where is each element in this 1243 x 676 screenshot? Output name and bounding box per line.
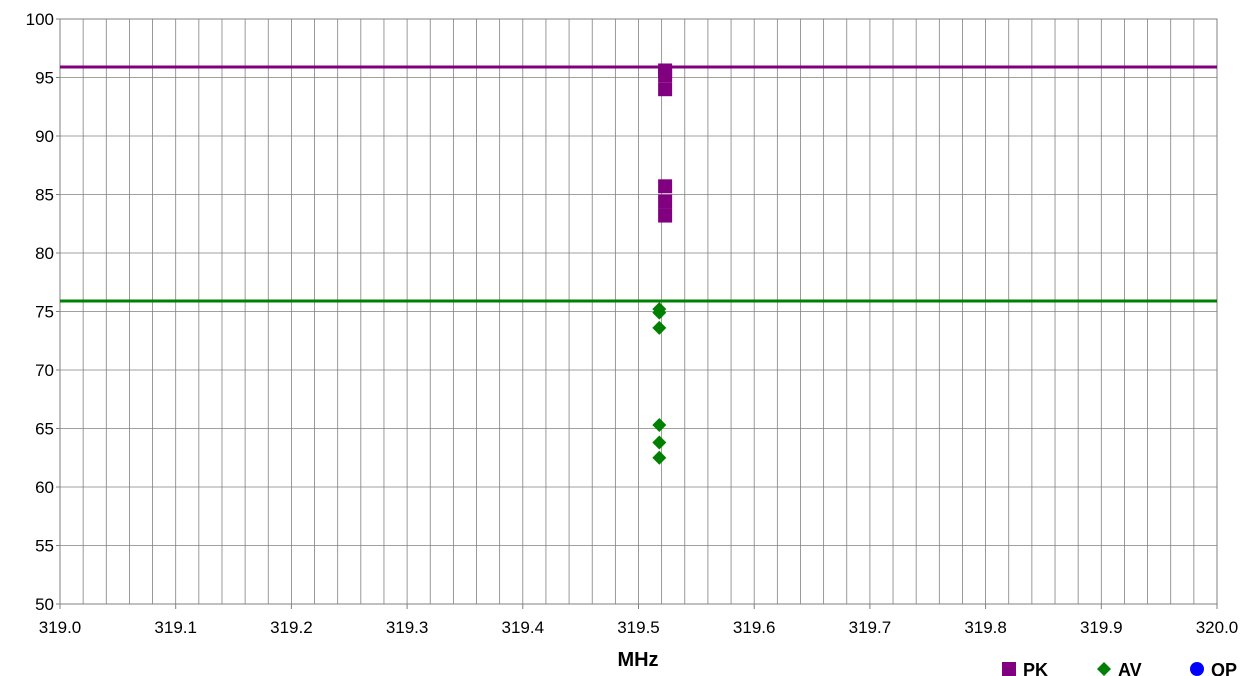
- legend-label-pk: PK: [1023, 660, 1048, 676]
- x-tick-label: 319.8: [964, 618, 1007, 637]
- y-tick-label: 80: [35, 244, 54, 263]
- limit-lines: [60, 65, 1217, 303]
- data-point-pk: [658, 68, 673, 83]
- grid: [59, 18, 1218, 605]
- x-axis-ticks: 319.0 319.1 319.2 319.3 319.4 319.5 319.6 319.7…: [39, 604, 1239, 637]
- x-tick-label: 319.4: [502, 618, 545, 637]
- x-tick-label: 319.7: [849, 618, 892, 637]
- data-point-av: [652, 320, 667, 335]
- x-tick-label: 319.3: [386, 618, 429, 637]
- legend-label-qp: QP: [1211, 660, 1237, 676]
- x-tick-label: 320.0: [1196, 618, 1239, 637]
- legend-marker-av: [1097, 662, 1111, 676]
- x-axis-title: MHz: [617, 649, 658, 671]
- legend-marker-qp: [1190, 662, 1204, 676]
- y-tick-label: 65: [35, 420, 54, 439]
- data-point-pk: [658, 82, 673, 97]
- legend-label-av: AV: [1118, 660, 1142, 676]
- data-point-av: [652, 305, 667, 320]
- y-tick-label: 60: [35, 478, 54, 497]
- x-tick-label: 319.0: [39, 618, 82, 637]
- y-tick-label: 100: [26, 10, 54, 29]
- y-tick-label: 70: [35, 361, 54, 380]
- y-tick-label: 90: [35, 127, 54, 146]
- y-tick-label: 55: [35, 537, 54, 556]
- y-tick-label: 75: [35, 303, 54, 322]
- x-tick-label: 319.9: [1080, 618, 1123, 637]
- x-tick-label: 319.6: [733, 618, 776, 637]
- y-axis-ticks: 50 55 60 65 70 75 80 85 90 95 100: [26, 10, 60, 614]
- legend: PK AV QP: [1002, 660, 1237, 676]
- data-point-av: [652, 450, 667, 465]
- legend-marker-pk: [1002, 662, 1016, 676]
- data-point-av: [652, 417, 667, 432]
- y-tick-label: 95: [35, 69, 54, 88]
- y-tick-label: 50: [35, 595, 54, 614]
- x-tick-label: 319.2: [270, 618, 313, 637]
- y-tick-label: 85: [35, 186, 54, 205]
- data-point-pk: [658, 194, 673, 209]
- x-tick-label: 319.5: [617, 618, 660, 637]
- data-points: [652, 63, 673, 465]
- data-point-av: [652, 435, 667, 450]
- data-point-pk: [658, 179, 673, 194]
- x-tick-label: 319.1: [154, 618, 197, 637]
- data-point-pk: [658, 208, 673, 223]
